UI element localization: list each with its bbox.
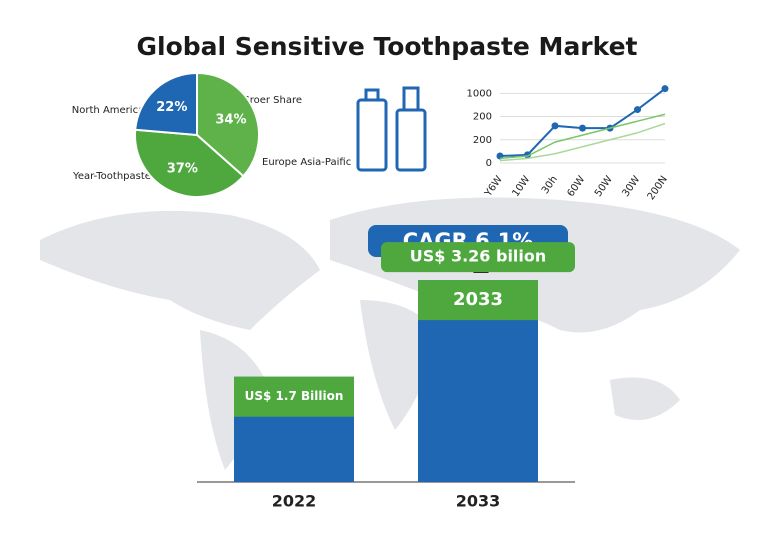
x-tick-label: 10W: [510, 174, 532, 199]
marker: [634, 106, 641, 114]
slice-label: 37%: [167, 162, 198, 177]
line: [499, 113, 666, 160]
x-tick-label: 50W: [593, 174, 615, 199]
bar-cap: [418, 280, 538, 321]
marker: [551, 122, 559, 130]
slice-label: 34%: [215, 112, 246, 127]
value-badge: [381, 242, 575, 273]
line: [499, 122, 666, 162]
pie-slice: [134, 71, 198, 137]
y-tick-label: 0: [486, 158, 492, 169]
annotation: Groer Share: [242, 95, 302, 106]
y-tick-label: 200: [473, 112, 492, 123]
bar-cap: [234, 376, 354, 417]
pie-slice: [134, 128, 245, 198]
value-label: US$ 3.26 bilion: [410, 247, 547, 266]
toothpaste-icon: [356, 86, 427, 172]
marker: [661, 85, 669, 93]
x-tick-label: 2033: [456, 492, 501, 511]
x-tick-label: Y6W: [483, 174, 505, 200]
x-tick-label: 60W: [565, 174, 587, 199]
title: Global Sensitive Toothpaste Market: [136, 32, 637, 61]
annotation: Year-Toothpaste: [72, 171, 151, 182]
slice-label: 22%: [156, 100, 187, 115]
x-tick-label: 30h: [540, 174, 560, 196]
y-tick-label: 1000: [467, 88, 492, 99]
x-tick-label: 30W: [620, 174, 642, 199]
pie-slice: [196, 71, 260, 178]
pie-annotations: North America Groer Share Europe Asia-Pa…: [72, 95, 351, 182]
annotation: North America: [72, 105, 144, 116]
x-tick-label: 200N: [646, 174, 670, 202]
annotation: Europe Asia-Paific: [262, 157, 351, 168]
bar-cap-label: 2033: [453, 289, 503, 310]
value-label: US$ 1.7 Billion: [245, 389, 344, 403]
y-tick-label: 200: [473, 135, 492, 146]
x-tick-label: 2022: [272, 492, 317, 511]
marker: [579, 124, 586, 132]
line: [499, 87, 666, 158]
